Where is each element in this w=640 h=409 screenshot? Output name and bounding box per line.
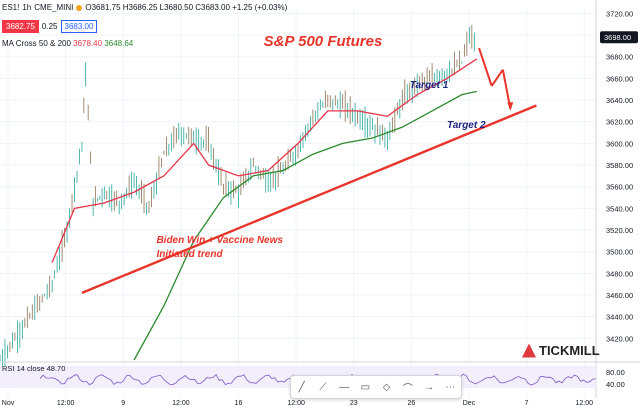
- shape-icon[interactable]: ◇: [382, 381, 391, 393]
- line-tool-icon[interactable]: ╱: [298, 381, 305, 393]
- annotations: Biden Win + Vaccine News Initiated trend T…: [156, 80, 486, 260]
- arrowhead: [507, 102, 514, 111]
- y-tick-label: 3520.00: [606, 226, 633, 235]
- bid-ask-row: 3682.75 0.25 3683.00: [2, 20, 98, 33]
- trend-annotation: Biden Win + Vaccine News: [156, 235, 283, 246]
- symbol[interactable]: ES1!: [2, 3, 20, 12]
- y-tick-label: 3560.00: [606, 183, 633, 192]
- y-tick-label: 3680.00: [606, 53, 633, 62]
- ask-button[interactable]: 3683.00: [60, 20, 98, 33]
- y-tick-label: 3460.00: [606, 291, 633, 300]
- x-tick-label: 7: [525, 400, 529, 407]
- y-tick-label: 3420.00: [606, 334, 633, 343]
- target-arrows: [478, 47, 514, 111]
- x-axis: Nov 12:00 9 12:00 16 12:00 23 26 Dec 7 12:00: [2, 400, 593, 407]
- y-tick-label: 3620.00: [606, 118, 633, 127]
- symbol-header: ES1! 1h CME_MINI O3681.75 H3686.25 L3680…: [2, 3, 287, 12]
- ray-tool-icon[interactable]: ⟋: [319, 381, 327, 393]
- y-tick-label: 3580.00: [606, 161, 633, 170]
- x-tick-label: 12:00: [57, 400, 75, 407]
- target-bounce-arrow: [490, 69, 504, 87]
- arrow-icon[interactable]: →: [424, 381, 435, 393]
- more-icon[interactable]: ⋯: [445, 381, 456, 393]
- ma-legend-label: MA Cross 50 & 200: [2, 39, 71, 48]
- y-tick-label: 3640.00: [606, 96, 633, 105]
- ma-legend[interactable]: MA Cross 50 & 200 3678.40 3648.64: [2, 39, 133, 48]
- interval[interactable]: 1h: [22, 3, 32, 12]
- logo-text: TICKMILL: [539, 343, 600, 358]
- x-tick-label: 9: [121, 400, 125, 407]
- tickmill-logo: TICKMILL: [522, 343, 600, 358]
- y-tick-label: 3660.00: [606, 74, 633, 83]
- target2-arrow: [501, 69, 512, 109]
- drawing-toolbar: ╱ ⟋ — ▭ ◇ ⌒ → ⋯: [290, 375, 462, 399]
- y-tick-label: 3500.00: [606, 248, 633, 257]
- ma50-line: [51, 58, 478, 263]
- ma200-value: 3648.64: [104, 39, 134, 48]
- trend-line: [81, 104, 537, 294]
- y-tick-label: 3440.00: [606, 313, 633, 322]
- price-tag-box: [600, 31, 638, 44]
- x-tick-label: Nov: [2, 400, 15, 407]
- bid-button[interactable]: 3682.75: [2, 20, 39, 33]
- y-tick-label: 3480.00: [606, 269, 633, 278]
- x-tick-label: 12:00: [575, 400, 593, 407]
- x-tick-label: 26: [407, 400, 415, 407]
- y-tick-label: 3540.00: [606, 204, 633, 213]
- current-price-text: 3698.00: [604, 33, 631, 42]
- rsi-tick-label: 80.00: [606, 368, 625, 377]
- comment-icon[interactable]: ▭: [360, 381, 371, 393]
- x-tick-label: 12:00: [172, 400, 190, 407]
- exchange: CME_MINI: [34, 3, 74, 12]
- x-tick-label: Dec: [463, 400, 476, 407]
- target-label: Target 2: [447, 120, 486, 131]
- trend-annotation: Initiated trend: [156, 249, 223, 260]
- ma50-value: 3678.40: [73, 39, 103, 48]
- x-tick-label: 23: [350, 400, 358, 407]
- target-label: Target 1: [410, 80, 449, 91]
- path-icon[interactable]: ⌒: [402, 383, 413, 395]
- ohlc-values: O3681.75 H3686.25 L3680.50 C3683.00 +1.2…: [85, 3, 288, 12]
- horizontal-line-icon[interactable]: —: [339, 381, 350, 393]
- ma200-line: [133, 90, 477, 361]
- status-dot-icon: [76, 4, 83, 11]
- current-price-tag: 3698.00: [600, 31, 638, 44]
- x-tick-label: 12:00: [287, 400, 305, 407]
- rsi-label: RSI 14 close 48.70: [2, 364, 65, 373]
- rsi-tick-label: 40.00: [606, 380, 625, 389]
- logo-mark-icon: [522, 343, 536, 358]
- x-tick-label: 16: [235, 400, 243, 407]
- chart-title: S&P 500 Futures: [264, 33, 383, 50]
- spread-value: 0.25: [41, 22, 58, 31]
- y-tick-label: 3600.00: [606, 139, 633, 148]
- y-tick-label: 3720.00: [606, 9, 633, 18]
- target1-arrow: [478, 47, 493, 87]
